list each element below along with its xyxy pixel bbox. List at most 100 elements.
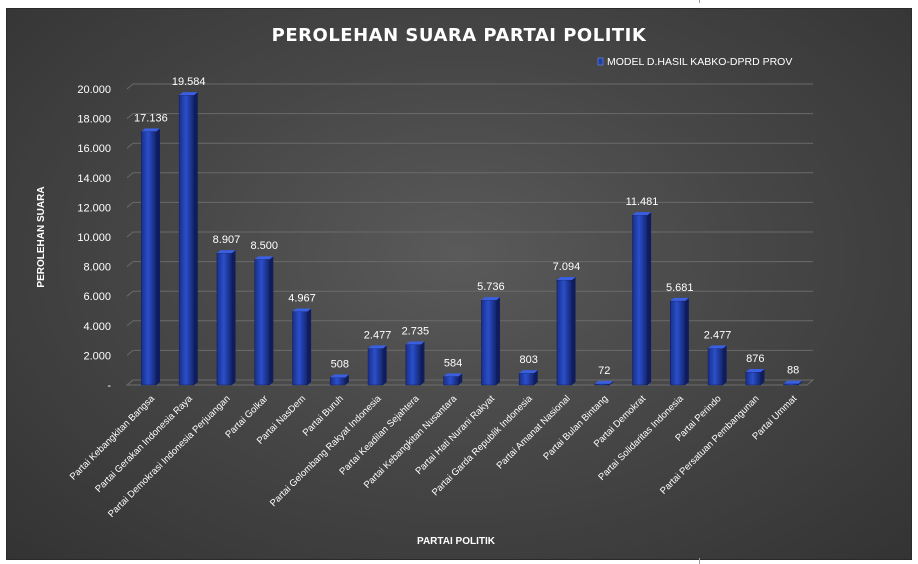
data-label: 584 — [444, 357, 462, 369]
bar — [141, 128, 160, 386]
gridline — [126, 261, 813, 267]
bar-side — [723, 345, 727, 385]
bar-front — [443, 376, 459, 386]
bar-top — [481, 297, 500, 301]
bar-top — [330, 374, 349, 378]
y-tick-label: 12.000 — [77, 202, 111, 214]
bar-top — [216, 250, 236, 254]
bar-front — [783, 383, 799, 386]
bar-top — [519, 370, 538, 374]
bar-top — [594, 380, 614, 384]
bar-front — [141, 131, 157, 386]
data-label: 5.736 — [477, 281, 505, 293]
bar-front — [556, 279, 573, 386]
bar-top — [254, 256, 274, 260]
gridline — [126, 290, 813, 297]
y-tick-label: - — [107, 380, 111, 392]
bar-front — [632, 214, 648, 386]
data-label: 8.500 — [250, 240, 278, 252]
y-axis-ticks: - 2.000 4.000 6.000 8.000 10.000 12.000 14.000 1… — [77, 84, 111, 392]
data-label: 17.136 — [134, 112, 168, 124]
bar-front — [518, 372, 535, 386]
y-axis-title: PEROLEHAN SUARA — [36, 186, 47, 287]
bar-side — [156, 128, 160, 385]
divider-line — [699, 558, 700, 564]
bar — [405, 341, 425, 386]
bar-front — [745, 371, 762, 386]
bar — [443, 373, 463, 386]
bar-front — [367, 348, 384, 386]
bar-side — [647, 212, 652, 385]
bar-front — [707, 348, 724, 386]
bar — [707, 345, 727, 386]
bar-side — [231, 250, 236, 385]
bar-side — [496, 297, 500, 385]
bar-top — [405, 341, 425, 345]
legend: MODEL D.HASIL KABKO-DPRD PROV — [597, 56, 792, 68]
bar-top — [141, 128, 160, 132]
bar — [594, 380, 614, 386]
bar-front — [292, 311, 308, 386]
bar-side — [798, 380, 803, 385]
gridline — [126, 83, 813, 90]
y-tick-label: 10.000 — [77, 232, 111, 244]
bar — [254, 256, 274, 386]
bar-side — [307, 308, 312, 385]
y-tick-label: 4.000 — [83, 321, 111, 333]
bar-front — [254, 258, 270, 386]
data-label: 88 — [787, 365, 799, 377]
gridline — [126, 320, 813, 327]
bar-top — [179, 92, 198, 96]
bar — [292, 308, 312, 386]
data-labels: 17.136 19.584 8.907 8.500 4.967 508 2.477 2.735… — [134, 76, 799, 377]
data-label: 19.584 — [172, 76, 206, 88]
bar-side — [269, 256, 274, 385]
bar-front — [594, 383, 610, 386]
bar-top — [443, 373, 463, 377]
data-label: 2.477 — [364, 329, 392, 341]
bar-front — [670, 300, 686, 386]
bar-side — [571, 277, 576, 385]
bar-front — [216, 252, 233, 386]
gridline — [126, 142, 813, 149]
bar-top — [745, 369, 765, 373]
data-label: 508 — [331, 358, 349, 370]
gridline — [126, 379, 813, 386]
bar-top — [556, 277, 576, 281]
y-tick-label: 14.000 — [77, 173, 111, 185]
bar — [783, 380, 803, 386]
data-label: 803 — [519, 354, 537, 366]
y-tick-label: 16.000 — [77, 143, 111, 155]
bar-front — [178, 94, 195, 386]
x-tick-label: Partai Bulan Bintang — [541, 393, 610, 462]
bar-side — [609, 380, 614, 385]
bar-side — [383, 345, 387, 385]
data-label: 7.094 — [553, 261, 581, 273]
x-tick-label: Partai Amanat Nasional — [495, 393, 573, 471]
data-label: 8.907 — [213, 234, 241, 246]
bar-side — [420, 341, 425, 385]
bar-top — [632, 212, 652, 216]
bar-side — [534, 370, 538, 385]
bar — [518, 370, 538, 386]
bar-front — [481, 299, 497, 386]
bars — [141, 92, 803, 386]
bar — [556, 277, 576, 386]
bar-front — [330, 377, 346, 386]
gridlines — [125, 83, 815, 386]
data-label: 2.477 — [704, 329, 732, 341]
y-tick-label: 6.000 — [83, 291, 111, 303]
chart-area: PEROLEHAN SUARA PARTAI POLITIK - 2.000 4.0… — [6, 8, 912, 560]
bar-top — [292, 308, 312, 312]
bar-top — [670, 297, 689, 301]
divider-line — [699, 0, 700, 3]
y-tick-label: 2.000 — [83, 350, 111, 362]
y-tick-label: 20.000 — [77, 84, 111, 96]
data-label: 11.481 — [626, 196, 659, 208]
bar — [330, 374, 349, 386]
bar-side — [458, 373, 463, 385]
bar — [670, 297, 689, 386]
data-label: 876 — [746, 353, 764, 365]
gridline — [126, 349, 813, 356]
